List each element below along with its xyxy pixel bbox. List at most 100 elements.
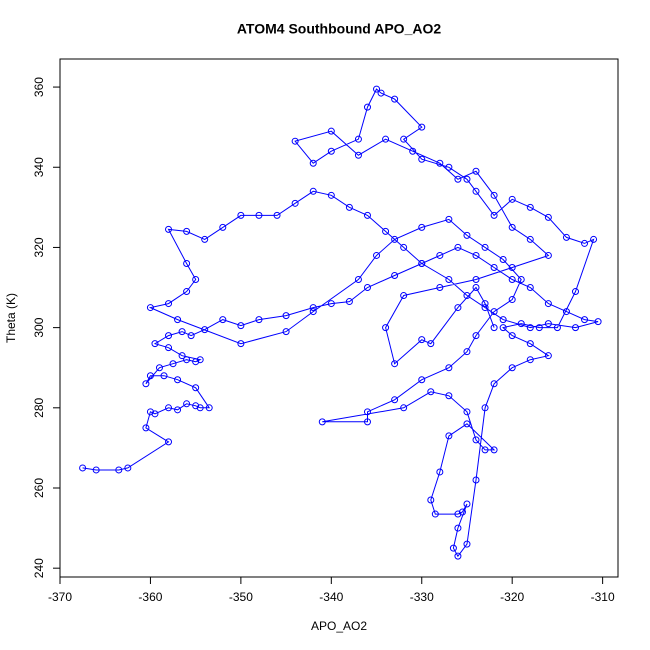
data-point [418, 123, 426, 131]
data-point [445, 163, 453, 171]
data-point [151, 410, 159, 418]
data-point [219, 316, 227, 324]
data-point [146, 372, 154, 380]
data-point [160, 372, 168, 380]
data-point [327, 147, 335, 155]
data-point [201, 235, 209, 243]
data-point [445, 364, 453, 372]
data-point [544, 300, 552, 308]
data-point [499, 255, 507, 263]
data-point [581, 239, 589, 247]
data-point [345, 298, 353, 306]
data-point [445, 432, 453, 440]
data-point [201, 326, 209, 334]
data-point [526, 235, 534, 243]
data-point [363, 103, 371, 111]
data-point [291, 137, 299, 145]
data-point [382, 227, 390, 235]
data-point [481, 243, 489, 251]
data-point [418, 223, 426, 231]
data-point [354, 135, 362, 143]
data-point [373, 251, 381, 259]
data-point [490, 308, 498, 316]
data-point [436, 468, 444, 476]
data-point [508, 296, 516, 304]
data-point [327, 300, 335, 308]
y-tick-label: 300 [32, 317, 46, 337]
data-point [192, 358, 200, 366]
data-point [472, 187, 480, 195]
data-point [436, 159, 444, 167]
data-point [165, 332, 173, 340]
data-point [463, 540, 471, 548]
data-point [445, 276, 453, 284]
data-point [146, 408, 154, 416]
data-point [449, 544, 457, 552]
data-point [526, 356, 534, 364]
data-point [318, 418, 326, 426]
data-point [427, 388, 435, 396]
data-point [463, 348, 471, 356]
data-point [581, 316, 589, 324]
data-point [544, 320, 552, 328]
data-point [535, 324, 543, 332]
data-point [544, 213, 552, 221]
x-tick-label: -350 [229, 590, 253, 604]
data-point [463, 500, 471, 508]
data-point [463, 292, 471, 300]
data-point [472, 167, 480, 175]
data-point [418, 155, 426, 163]
data-point [183, 288, 191, 296]
data-point [309, 187, 317, 195]
data-point [490, 191, 498, 199]
data-point [391, 272, 399, 280]
data-point [490, 446, 498, 454]
data-point [544, 352, 552, 360]
data-point [427, 496, 435, 504]
data-point [590, 235, 598, 243]
y-tick-label: 320 [32, 237, 46, 257]
data-point [327, 191, 335, 199]
data-point [363, 408, 371, 416]
data-point [553, 324, 561, 332]
data-point [282, 312, 290, 320]
data-point [377, 89, 385, 97]
data-point [205, 404, 213, 412]
data-point [400, 135, 408, 143]
data-point [391, 235, 399, 243]
data-point [508, 195, 516, 203]
y-tick-label: 260 [32, 478, 46, 498]
data-point [178, 328, 186, 336]
data-point [454, 304, 462, 312]
x-tick-label: -310 [591, 590, 615, 604]
data-point [174, 316, 182, 324]
data-point [363, 211, 371, 219]
data-point [526, 340, 534, 348]
data-point [490, 211, 498, 219]
data-point [169, 360, 177, 368]
data-point [418, 336, 426, 344]
data-point [526, 324, 534, 332]
data-point [142, 424, 150, 432]
data-point [508, 276, 516, 284]
data-point [187, 332, 195, 340]
data-point [165, 344, 173, 352]
data-point [472, 284, 480, 292]
data-point [472, 251, 480, 259]
data-point [309, 304, 317, 312]
data-point [183, 227, 191, 235]
data-point [174, 406, 182, 414]
data-point [490, 263, 498, 271]
data-point [291, 199, 299, 207]
y-axis-label: Theta (K) [4, 293, 18, 343]
data-point [192, 402, 200, 410]
data-point [517, 276, 525, 284]
data-point [282, 328, 290, 336]
data-point [445, 392, 453, 400]
data-point [418, 376, 426, 384]
data-point [146, 304, 154, 312]
data-point [165, 225, 173, 233]
data-point [165, 404, 173, 412]
